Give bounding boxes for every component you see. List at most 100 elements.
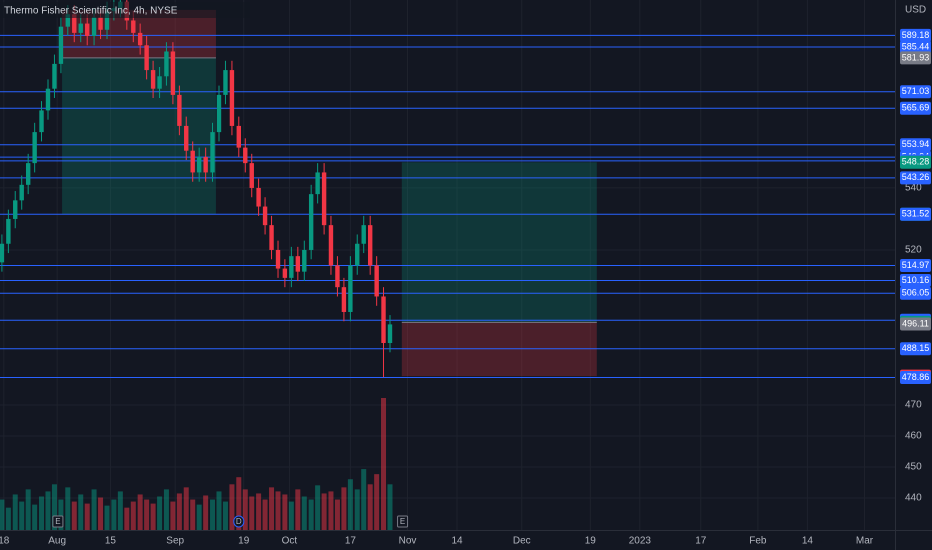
price-label: 478.86 <box>902 372 930 382</box>
x-tick-label: 15 <box>105 536 117 547</box>
event-label: D <box>236 517 242 526</box>
volume-bar <box>328 491 334 530</box>
y-tick-label: 450 <box>905 462 922 473</box>
candle-body <box>223 70 228 95</box>
event-marker <box>397 515 409 528</box>
candle-body <box>137 32 143 46</box>
volume-bar <box>321 493 327 530</box>
x-tick-label: 14 <box>802 536 814 547</box>
x-tick-label: Oct <box>282 536 298 547</box>
candle-body <box>269 225 274 250</box>
price-label-bg <box>900 317 931 331</box>
volume-bar <box>387 484 393 530</box>
volume-bar <box>295 489 301 530</box>
candle-body <box>52 63 57 89</box>
volume-bar <box>84 503 90 530</box>
volume-bar <box>0 499 5 530</box>
price-label-bg <box>900 273 931 287</box>
volume-bar <box>262 499 268 530</box>
event-marker <box>233 515 245 528</box>
volume-bar <box>124 507 130 530</box>
candle-body <box>72 14 77 33</box>
price-label: 589.18 <box>902 30 930 40</box>
volume-bar <box>334 499 340 530</box>
candle-body <box>262 206 268 226</box>
candle-body <box>328 225 334 266</box>
x-tick-label: Dec <box>513 536 531 547</box>
y-tick-label: 470 <box>905 400 922 411</box>
volume-bar <box>12 494 18 530</box>
volume-bar <box>130 501 136 530</box>
x-tick-label: 18 <box>0 536 10 547</box>
candle-body <box>32 132 37 164</box>
price-label-bg <box>900 101 931 115</box>
volume-bar <box>282 494 288 530</box>
volume-bar <box>236 477 242 530</box>
volume-bar <box>229 484 235 530</box>
event-label: E <box>55 517 60 526</box>
candle-body <box>275 249 281 269</box>
price-label: 571.03 <box>902 86 930 96</box>
volume-bar <box>196 504 202 530</box>
x-tick-label: 2023 <box>629 536 652 547</box>
volume-bar <box>269 487 275 530</box>
volume-bar <box>341 487 347 530</box>
candle-body <box>150 70 156 89</box>
candle-body <box>39 110 44 133</box>
candle-body <box>177 94 182 126</box>
candle-body <box>308 194 314 250</box>
price-label-bg <box>900 259 931 273</box>
x-tick-label: Feb <box>749 536 767 547</box>
volume-bar <box>170 501 176 530</box>
candle-body <box>19 184 24 201</box>
x-tick-label: 17 <box>345 536 357 547</box>
candle-body <box>91 17 97 36</box>
candle-body <box>196 156 202 173</box>
volume-bar <box>347 479 353 530</box>
volume-bar <box>39 496 45 530</box>
volume-bar <box>249 496 255 530</box>
price-label: 553.94 <box>902 139 930 149</box>
x-tick-label: Aug <box>48 536 66 547</box>
price-label-bg <box>900 28 931 42</box>
price-label: 488.15 <box>902 343 930 353</box>
x-tick-label: 19 <box>585 536 597 547</box>
volume-bar <box>111 499 117 530</box>
volume-bar <box>163 489 169 530</box>
x-tick-label: 14 <box>451 536 463 547</box>
volume-bar <box>91 489 97 530</box>
x-tick-label: 19 <box>238 536 250 547</box>
candle-body <box>25 163 31 185</box>
price-label: 496.11 <box>902 318 929 328</box>
price-label-bg <box>900 40 931 54</box>
volume-bar <box>58 499 64 530</box>
volume-bar <box>381 398 387 530</box>
candle-body <box>236 125 241 148</box>
candle-body <box>367 225 373 266</box>
volume-bar <box>203 495 209 530</box>
candle-body <box>85 23 90 36</box>
candle-body <box>249 163 254 188</box>
volume-bar <box>256 493 262 530</box>
price-label-bg <box>900 138 931 152</box>
x-tick-label: 17 <box>695 536 707 547</box>
target-zone <box>401 162 597 323</box>
candle-body <box>210 132 215 173</box>
volume-bar <box>137 494 143 530</box>
volume-bar <box>78 494 84 530</box>
candle-body <box>355 243 360 266</box>
volume-bar <box>144 499 150 530</box>
volume-bar <box>71 501 77 530</box>
price-label-bg <box>900 171 931 185</box>
legend-bg <box>0 2 250 18</box>
candle-body <box>13 200 18 219</box>
candle-body <box>98 17 103 30</box>
candle-body <box>170 51 176 95</box>
volume-bar <box>51 484 57 530</box>
price-label-bg <box>900 155 931 169</box>
volume-bar <box>176 493 182 530</box>
candle-body <box>203 156 208 173</box>
candle-body <box>315 172 320 195</box>
price-label: 585.44 <box>902 41 930 51</box>
